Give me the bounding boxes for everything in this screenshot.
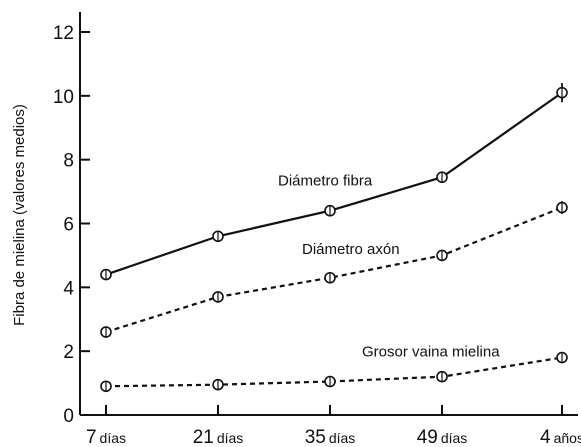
x-tick-label: 49 días [417,427,468,447]
y-tick-label: 2 [63,342,74,363]
x-tick-unit: días [217,430,243,446]
x-tick-label: 21 días [193,427,244,447]
x-tick-label: 4 años [540,427,581,447]
y-tick-label: 0 [63,406,74,427]
y-tick-label: 12 [53,23,74,44]
series-label: Grosor vaina mielina [362,344,500,361]
x-tick-label: 7 días [86,427,126,447]
series-label: Diámetro fibra [278,173,373,190]
x-tick-number: 4 [540,427,551,447]
x-tick-unit: días [329,430,355,446]
x-tick-number: 21 [193,427,214,447]
x-ticks: 7 días 21 días 35 días 49 días 4 años [86,405,581,447]
x-tick-unit: años [554,430,581,446]
x-tick-number: 49 [417,427,438,447]
series-label: Diámetro axón [302,241,400,258]
series-line [105,206,563,334]
x-tick-unit: días [441,430,467,446]
y-axis-label: Fibra de mielina (valores medios) [11,104,28,326]
series-group [100,83,568,393]
y-tick-label: 6 [63,215,74,236]
y-ticks: 0 2 4 6 8 10 12 [53,23,90,427]
x-tick-label: 35 días [305,427,356,447]
y-tick-label: 8 [63,151,74,172]
x-tick-unit: días [100,430,126,446]
y-tick-label: 4 [63,278,74,299]
x-tick-number: 7 [86,427,97,447]
x-tick-number: 35 [305,427,326,447]
series-labels: Diámetro fibra Diámetro axón Grosor vaina … [278,173,500,361]
y-tick-label: 10 [53,87,74,108]
series-line [105,356,563,388]
